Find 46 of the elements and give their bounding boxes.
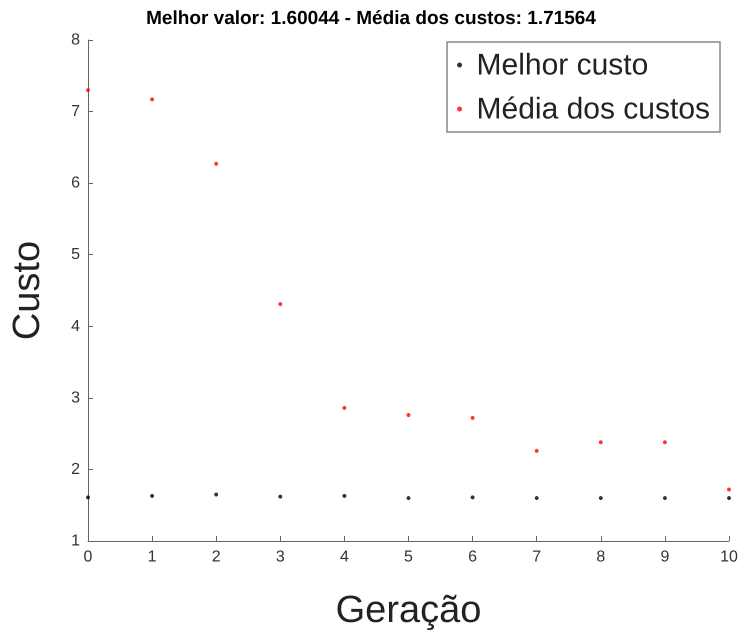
point (534, 448, 539, 453)
point (662, 496, 667, 500)
legend-label: Melhor custo (476, 48, 648, 82)
chart-title: Melhor valor: 1.60044 - Média dos custos: 1.71564 (146, 8, 596, 29)
x-tick-label: 6 (468, 548, 478, 566)
point (406, 413, 410, 418)
point (342, 406, 346, 410)
x-tick-label: 0 (84, 548, 93, 566)
point (278, 494, 282, 499)
point (342, 494, 346, 498)
point (278, 302, 282, 306)
x-tick-label: 10 (720, 548, 738, 566)
y-tick-label: 8 (71, 32, 80, 48)
point (662, 440, 667, 444)
point (727, 487, 731, 492)
y-tick-label: 2 (71, 460, 80, 478)
legend-label: Média dos custos (476, 92, 710, 126)
x-tick-label: 7 (532, 548, 542, 566)
x-tick-label: 9 (660, 548, 670, 566)
point (150, 97, 154, 102)
point (86, 88, 90, 92)
x-tick-label: 5 (404, 548, 414, 566)
point (598, 440, 603, 444)
point (214, 492, 218, 496)
y-tick-label: 4 (71, 318, 80, 335)
point (470, 416, 475, 420)
y-tick-label: 1 (71, 532, 80, 550)
point (214, 162, 218, 166)
point (470, 495, 475, 500)
x-tick-label: 3 (276, 548, 285, 566)
point (534, 496, 539, 500)
point (727, 496, 731, 500)
x-tick-label: 2 (212, 548, 221, 566)
x-tick-label: 4 (340, 548, 349, 566)
y-tick-label: 7 (71, 103, 80, 120)
x-axis-title: Geração (336, 589, 482, 631)
point (86, 495, 90, 500)
point (406, 496, 410, 500)
x-tick-label: 1 (148, 548, 157, 566)
y-tick-label: 3 (71, 389, 80, 406)
y-tick-label: 6 (71, 174, 80, 192)
y-tick-label: 5 (71, 246, 80, 264)
x-tick-label: 8 (596, 548, 606, 566)
point (150, 494, 154, 498)
y-axis-title: Custo (6, 240, 48, 340)
point (598, 496, 603, 500)
